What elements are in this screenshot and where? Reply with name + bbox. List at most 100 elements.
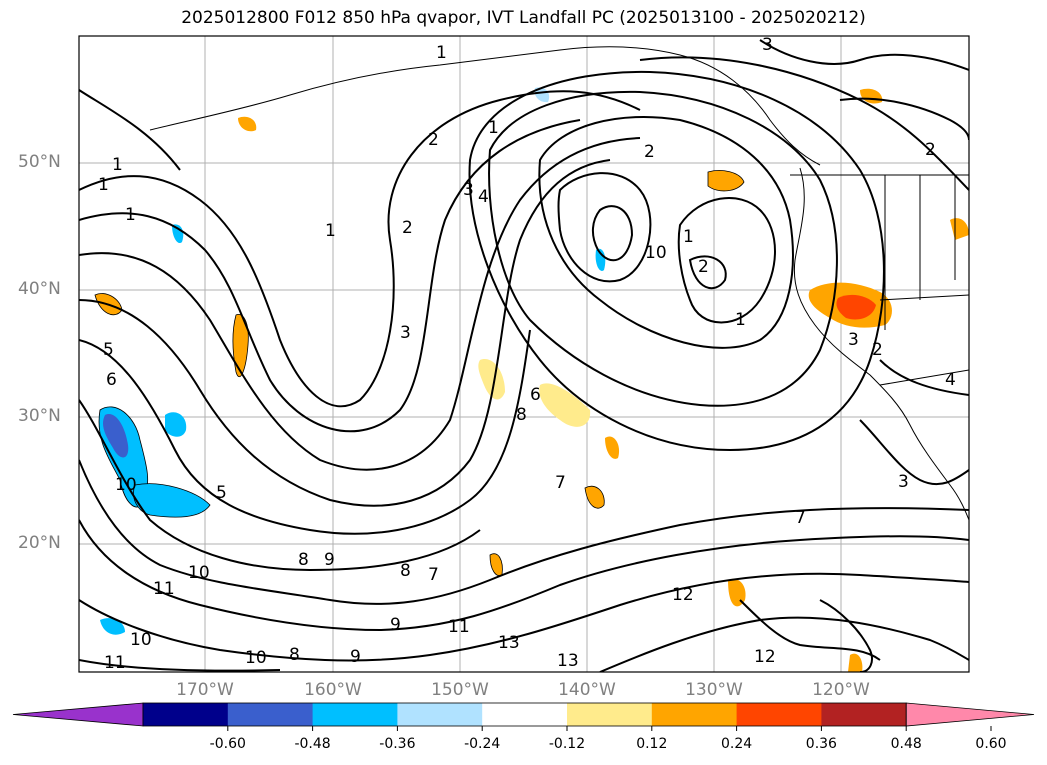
anomaly-positive-patch [539, 383, 591, 427]
contour-label: 7 [795, 508, 806, 528]
colorbar-frame [142, 702, 907, 727]
contour-label: 2 [644, 142, 655, 162]
contour-label: 2 [428, 130, 439, 150]
contour-label: 11 [448, 617, 470, 637]
colorbar-segment [821, 703, 907, 726]
contour-label: 10 [130, 630, 152, 650]
map-title: 2025012800 F012 850 hPa qvapor, IVT Land… [181, 8, 866, 28]
anomaly-negative-patch [100, 618, 125, 635]
longitude-label: 140°W [558, 680, 616, 700]
contour-label: 6 [106, 370, 117, 390]
contour-label: 8 [400, 561, 411, 581]
contour-label: 3 [898, 472, 909, 492]
graticule [79, 36, 969, 672]
colorbar-segment [397, 703, 483, 726]
coastlines [149, 46, 969, 521]
longitude-label: 120°W [812, 680, 870, 700]
longitude-label: 170°W [176, 680, 234, 700]
contour-label: 12 [754, 647, 776, 667]
colorbar-segment [651, 703, 738, 726]
colorbar-segment [312, 703, 398, 726]
contour-label: 9 [324, 550, 335, 570]
anomaly-patches [94, 87, 969, 672]
contour-label: 8 [298, 550, 309, 570]
contour-label: 2 [698, 257, 709, 277]
colorbar-segment [736, 703, 822, 726]
contour-label: 7 [555, 473, 566, 493]
contour-label: 1 [735, 310, 746, 330]
anomaly-positive-patch [238, 116, 257, 132]
contour-label: 5 [103, 340, 114, 360]
map-plot: 1 1 1 1 1 1 1 1 2 2 2 2 2 2 3 3 3 3 3 4 … [78, 35, 970, 673]
contour-label: 1 [98, 175, 109, 195]
contour-label: 10 [115, 475, 137, 495]
contour-label: 2 [402, 218, 413, 238]
contour-label: 1 [436, 43, 447, 63]
contour-label: 10 [645, 243, 667, 263]
contour-label: 5 [216, 483, 227, 503]
anomaly-negative-patch [133, 483, 211, 518]
anomaly-positive-patch [836, 294, 876, 320]
contour-label: 3 [463, 180, 474, 200]
contour-label: 6 [530, 385, 541, 405]
anomaly-positive-patch [478, 359, 505, 400]
anomaly-positive-patch [584, 485, 605, 509]
colorbar-tick-label: 0.36 [805, 736, 837, 752]
contour-label: 2 [925, 140, 936, 160]
contour-label: 11 [153, 579, 175, 599]
contour-label: 1 [488, 118, 499, 138]
anomaly-positive-patch [232, 314, 249, 378]
colorbar-extend-right [905, 702, 1035, 727]
colorbar-tick-label: -0.60 [209, 736, 246, 752]
contour-label: 13 [498, 633, 520, 653]
ivt-contours [79, 39, 969, 672]
longitude-label: 150°W [431, 680, 489, 700]
contour-label: 2 [872, 340, 883, 360]
border-line [879, 369, 969, 386]
contour-label: 1 [125, 205, 136, 225]
colorbar-tick-label: -0.48 [294, 736, 331, 752]
latitude-label: 30°N [18, 406, 61, 426]
longitude-label: 160°W [304, 680, 362, 700]
anomaly-positive-patch [605, 436, 620, 459]
colorbar-segment [482, 703, 568, 726]
contour-labels: 1 1 1 1 1 1 1 1 2 2 2 2 2 2 3 3 3 3 3 4 … [98, 35, 956, 673]
map-background [79, 36, 969, 672]
contour-label: 1 [112, 155, 123, 175]
anomaly-negative-patch [165, 412, 187, 437]
contour-label: 9 [350, 647, 361, 667]
latitude-label: 20°N [18, 533, 61, 553]
anomaly-negative-patch [534, 87, 550, 103]
contour-label: 7 [428, 565, 439, 585]
anomaly-negative-patch [595, 248, 606, 271]
north-america-coast [793, 167, 969, 521]
anomaly-positive-patch [707, 170, 745, 192]
colorbar-extend-left [12, 702, 144, 727]
anomaly-negative-patch [102, 414, 129, 458]
colorbar-segment [143, 703, 229, 726]
contour-label: 4 [945, 370, 956, 390]
contour-label: 8 [516, 405, 527, 425]
contour-label: 11 [104, 653, 126, 673]
anomaly-positive-patch [848, 653, 863, 672]
contour-label: 13 [557, 651, 579, 671]
anomaly-positive-patch [728, 578, 746, 607]
colorbar-tick-label: 0.24 [721, 736, 753, 752]
map-frame [78, 35, 970, 673]
contour-label: 9 [390, 615, 401, 635]
colorbar-tick-label: -0.36 [379, 736, 416, 752]
contour-label: 4 [478, 187, 489, 207]
colorbar-tick-label: 0.12 [636, 736, 668, 752]
colorbar-tick-label: 0.60 [975, 736, 1007, 752]
contour-label: 3 [400, 323, 411, 343]
colorbar-tick-label: -0.12 [548, 736, 586, 752]
colorbar-segment [227, 703, 314, 726]
contour-label: 12 [672, 585, 694, 605]
latitude-label: 50°N [18, 152, 61, 172]
contour-label: 3 [762, 35, 773, 55]
colorbar-segment [567, 703, 653, 726]
contour-label: 10 [245, 648, 267, 668]
contour-label: 10 [188, 563, 210, 583]
colorbar-tick-label: -0.24 [464, 736, 501, 752]
longitude-label: 130°W [685, 680, 743, 700]
